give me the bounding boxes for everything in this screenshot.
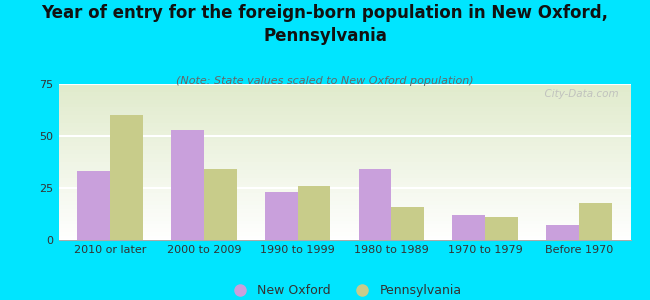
Bar bbox=[391, 207, 424, 240]
Bar bbox=[265, 192, 298, 240]
Bar bbox=[58, 127, 630, 131]
Text: (Note: State values scaled to New Oxford population): (Note: State values scaled to New Oxford… bbox=[176, 76, 474, 86]
Bar bbox=[58, 217, 630, 220]
Bar bbox=[579, 202, 612, 240]
Bar bbox=[58, 197, 630, 201]
Bar bbox=[58, 88, 630, 92]
Bar bbox=[110, 115, 143, 240]
Bar bbox=[58, 209, 630, 213]
Bar bbox=[58, 115, 630, 119]
Bar bbox=[58, 162, 630, 166]
Bar bbox=[58, 170, 630, 174]
Bar bbox=[58, 236, 630, 240]
Bar bbox=[58, 100, 630, 104]
Bar bbox=[58, 220, 630, 224]
Bar bbox=[58, 232, 630, 236]
Legend: New Oxford, Pennsylvania: New Oxford, Pennsylvania bbox=[222, 279, 467, 300]
Bar bbox=[58, 158, 630, 162]
Bar bbox=[452, 215, 485, 240]
Bar bbox=[298, 186, 330, 240]
Bar bbox=[58, 154, 630, 158]
Bar bbox=[58, 135, 630, 139]
Bar bbox=[58, 84, 630, 88]
Bar bbox=[546, 225, 579, 240]
Bar bbox=[58, 139, 630, 142]
Bar bbox=[58, 166, 630, 170]
Bar bbox=[58, 150, 630, 154]
Bar bbox=[359, 169, 391, 240]
Bar bbox=[58, 119, 630, 123]
Bar bbox=[58, 189, 630, 193]
Bar bbox=[58, 111, 630, 115]
Bar bbox=[77, 171, 110, 240]
Bar bbox=[58, 96, 630, 100]
Bar bbox=[58, 174, 630, 178]
Text: Year of entry for the foreign-born population in New Oxford,
Pennsylvania: Year of entry for the foreign-born popul… bbox=[42, 4, 608, 45]
Bar bbox=[58, 178, 630, 182]
Bar bbox=[485, 217, 518, 240]
Bar bbox=[58, 193, 630, 197]
Bar bbox=[58, 103, 630, 107]
Bar bbox=[171, 130, 204, 240]
Bar bbox=[58, 123, 630, 127]
Bar bbox=[58, 146, 630, 150]
Bar bbox=[58, 185, 630, 189]
Bar bbox=[58, 182, 630, 185]
Bar bbox=[58, 92, 630, 96]
Bar bbox=[58, 205, 630, 209]
Bar bbox=[58, 142, 630, 146]
Bar bbox=[58, 201, 630, 205]
Bar bbox=[204, 169, 237, 240]
Bar bbox=[58, 107, 630, 111]
Bar bbox=[58, 224, 630, 228]
Text: City-Data.com: City-Data.com bbox=[538, 89, 619, 99]
Bar bbox=[58, 131, 630, 135]
Bar bbox=[58, 213, 630, 217]
Bar bbox=[58, 228, 630, 232]
